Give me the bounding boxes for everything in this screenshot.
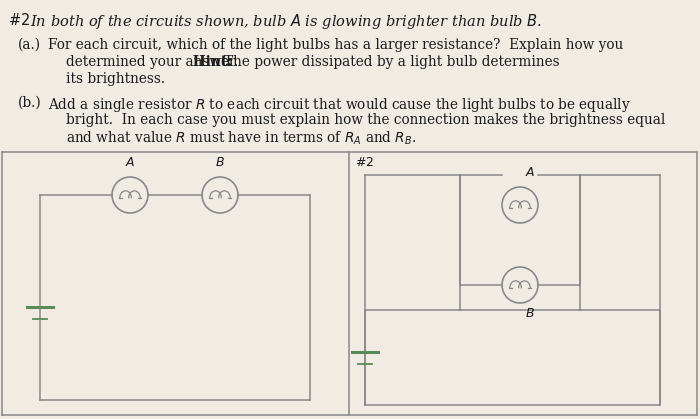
Text: Hint:: Hint: (188, 55, 237, 69)
Text: its brightness.: its brightness. (66, 72, 165, 86)
Text: determined your answer.: determined your answer. (66, 55, 238, 69)
Text: $A$: $A$ (125, 156, 135, 169)
Text: (b.): (b.) (18, 96, 42, 110)
Text: $\#2$: $\#2$ (355, 156, 374, 169)
Text: $B$: $B$ (215, 156, 225, 169)
Text: $B$: $B$ (525, 307, 535, 320)
Text: Add a single resistor $R$ to each circuit that would cause the light bulbs to be: Add a single resistor $R$ to each circui… (48, 96, 631, 114)
Text: (a.): (a.) (18, 38, 41, 52)
Text: $A$: $A$ (525, 166, 536, 179)
Text: In both of the circuits shown, bulb $A$ is glowing brighter than bulb $B$.: In both of the circuits shown, bulb $A$ … (30, 12, 542, 31)
Text: and what value $R$ must have in terms of $R_A$ and $R_B$.: and what value $R$ must have in terms of… (66, 130, 416, 147)
Text: For each circuit, which of the light bulbs has a larger resistance?  Explain how: For each circuit, which of the light bul… (48, 38, 623, 52)
Text: The power dissipated by a light bulb determines: The power dissipated by a light bulb det… (224, 55, 559, 69)
Text: $\#2$: $\#2$ (8, 12, 30, 28)
Text: bright.  In each case you must explain how the connection makes the brightness e: bright. In each case you must explain ho… (66, 113, 666, 127)
